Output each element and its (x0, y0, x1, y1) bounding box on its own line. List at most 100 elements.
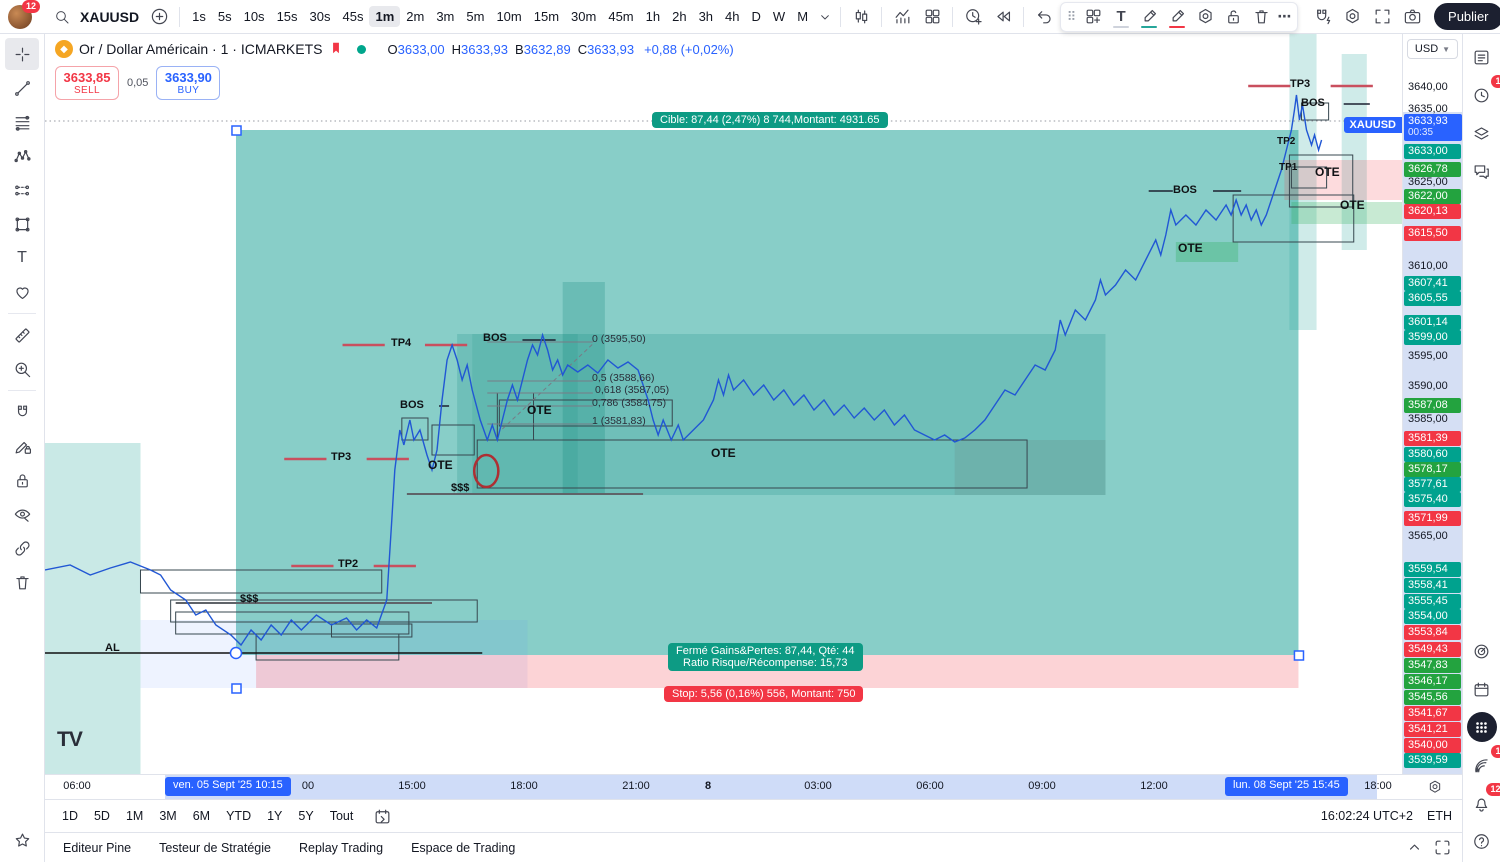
chart-annotation-label[interactable]: OTE (428, 458, 453, 472)
magnet-tool-icon[interactable] (5, 396, 39, 428)
replay-icon[interactable] (989, 3, 1017, 31)
market-status-dot[interactable] (356, 44, 366, 54)
timeframe-button[interactable]: W (772, 9, 786, 24)
chart-settings-icon[interactable] (1338, 3, 1366, 31)
notifications-bell-icon[interactable]: 12 (1467, 783, 1500, 818)
snapshot-camera-icon[interactable] (1398, 3, 1426, 31)
range-button[interactable]: 1D (62, 809, 78, 823)
emoji-tool-icon[interactable] (5, 276, 39, 308)
zoom-in-tool-icon[interactable] (5, 353, 39, 385)
chart-annotation-label[interactable]: BOS (483, 332, 507, 344)
apps-grid-icon[interactable] (1466, 712, 1497, 742)
timeframe-button[interactable]: 3h (698, 9, 714, 24)
closed-pnl-pill[interactable]: Fermé Gains&Pertes: 87,44, Qté: 44 Ratio… (668, 643, 863, 671)
paint-teal-icon[interactable] (1135, 3, 1163, 31)
object-tree-icon[interactable] (1467, 118, 1497, 148)
symbol-search-button[interactable]: XAUUSD (44, 3, 143, 31)
clock-value[interactable]: 16:02:24 UTC+2 (1320, 809, 1413, 823)
help-icon[interactable] (1467, 826, 1497, 856)
range-button[interactable]: 1M (125, 809, 144, 823)
timeframe-button[interactable]: M (797, 9, 809, 24)
timeframe-button[interactable]: 10s (243, 9, 265, 24)
timeframe-button[interactable]: D (751, 9, 761, 24)
lock-drawings-icon[interactable] (5, 464, 39, 496)
status-tab[interactable]: Testeur de Stratégie (159, 840, 271, 855)
chart-annotation-label[interactable]: AL (105, 642, 120, 654)
timeframe-button[interactable]: 5m (466, 9, 485, 24)
fullscreen-icon[interactable] (1368, 3, 1396, 31)
calendar-icon[interactable] (1467, 674, 1497, 704)
watchlist-icon[interactable] (1467, 42, 1497, 72)
buy-button[interactable]: 3633,90 BUY (156, 66, 221, 100)
price-scale[interactable]: USD ▼ 3640,00 3635,00 3633,00 3626,78 3625,0… (1402, 34, 1462, 774)
drawing-settings-icon[interactable] (1191, 3, 1219, 31)
favorites-star-icon[interactable] (5, 824, 39, 856)
remove-drawings-icon[interactable] (5, 566, 39, 598)
chart-annotation-label[interactable]: $$$ (240, 593, 259, 605)
timeframe-button[interactable]: 15m (533, 9, 560, 24)
session-label[interactable]: ETH (1427, 809, 1452, 823)
timeframe-button[interactable]: 1m (369, 6, 401, 27)
range-button[interactable]: YTD (226, 809, 252, 823)
xabcd-pattern-tool-icon[interactable] (5, 140, 39, 172)
replay-start-chip[interactable]: ven. 05 Sept '25 10:15 (165, 777, 291, 796)
timeframe-button[interactable]: 3m (436, 9, 455, 24)
text-annotation-tool-icon[interactable]: T (17, 249, 27, 266)
chevron-down-icon[interactable] (816, 3, 834, 31)
forecast-tool-icon[interactable] (5, 174, 39, 206)
symbol-price-flag[interactable]: XAUUSD (1343, 117, 1402, 133)
chart-annotation-label[interactable]: BOS (400, 399, 424, 411)
time-axis[interactable]: 06:00 00 15:00 18:00 21:00 8 03:00 06:00 09:00 12… (45, 774, 1462, 799)
timeframe-button[interactable]: 45s (342, 9, 364, 24)
indicators-icon[interactable] (888, 3, 916, 31)
compare-add-icon[interactable] (145, 3, 173, 31)
panel-maximize-icon[interactable] (1428, 834, 1456, 862)
flag-bookmark-icon[interactable] (329, 41, 345, 57)
timeframe-button[interactable]: 1h (645, 9, 661, 24)
replay-end-chip[interactable]: lun. 08 Sept '25 15:45 (1225, 777, 1348, 796)
chart-annotation-label[interactable]: 0,786 (3584,75) (592, 397, 667, 409)
candles-style-icon[interactable] (847, 3, 875, 31)
chart-annotation-label[interactable]: TP1 (1279, 162, 1298, 173)
timeframe-button[interactable]: 1s (192, 9, 206, 24)
chart-annotation-label[interactable]: OTE (1178, 241, 1203, 255)
timeframe-button[interactable]: 15s (276, 9, 298, 24)
timeframe-button[interactable]: 45m (608, 9, 634, 24)
alerts-icon[interactable]: 1 (1467, 75, 1500, 110)
streams-icon[interactable]: 1 (1467, 745, 1500, 780)
alert-add-icon[interactable] (959, 3, 987, 31)
chart-annotation-label[interactable]: OTE (527, 403, 552, 417)
drag-handle-icon[interactable]: ⠿ (1066, 8, 1076, 24)
chart-annotation-label[interactable]: 1 (3581,83) (592, 415, 646, 427)
shapes-tool-icon[interactable] (5, 208, 39, 240)
text-tool-icon[interactable]: T (1107, 3, 1135, 31)
timeframe-button[interactable]: 5s (217, 9, 232, 24)
user-avatar[interactable]: 12 (8, 0, 40, 29)
timeframe-button[interactable]: 2m (406, 9, 425, 24)
range-button[interactable]: 5Y (298, 809, 314, 823)
chart-annotation-label[interactable]: TP3 (331, 451, 352, 463)
range-button[interactable]: 5D (93, 809, 110, 823)
stop-pill[interactable]: Stop: 5,56 (0,16%) 556, Montant: 750 (664, 686, 864, 702)
chart-annotation-label[interactable]: BOS (1173, 184, 1197, 196)
go-to-date-icon[interactable] (368, 802, 396, 830)
delete-drawing-icon[interactable] (1247, 3, 1275, 31)
status-tab[interactable]: Espace de Trading (411, 840, 516, 855)
chart-annotation-label[interactable]: $$$ (451, 482, 470, 494)
timeframe-button[interactable]: 30m (571, 9, 597, 24)
fib-retracement-tool-icon[interactable] (5, 106, 39, 138)
timeframe-button[interactable]: 10m (496, 9, 522, 24)
target-pill[interactable]: Cible: 87,44 (2,47%) 8 744,Montant: 4931… (652, 112, 888, 128)
chart-annotation-label[interactable]: TP4 (391, 337, 412, 349)
chart-annotation-label[interactable]: OTE (1340, 198, 1365, 212)
chart-annotation-label[interactable]: TP2 (1277, 136, 1296, 147)
range-button[interactable]: 3M (159, 809, 177, 823)
time-axis-settings-icon[interactable] (1424, 776, 1446, 798)
chart-annotation-label[interactable]: 0,5 (3588,66) (592, 372, 655, 384)
sync-drawings-icon[interactable] (5, 532, 39, 564)
chart-annotation-label[interactable]: OTE (1315, 165, 1340, 179)
crosshair-tool-icon[interactable] (5, 38, 39, 70)
range-button[interactable]: 1Y (267, 809, 283, 823)
hide-drawings-icon[interactable] (5, 498, 39, 530)
unlock-icon[interactable] (1219, 3, 1247, 31)
